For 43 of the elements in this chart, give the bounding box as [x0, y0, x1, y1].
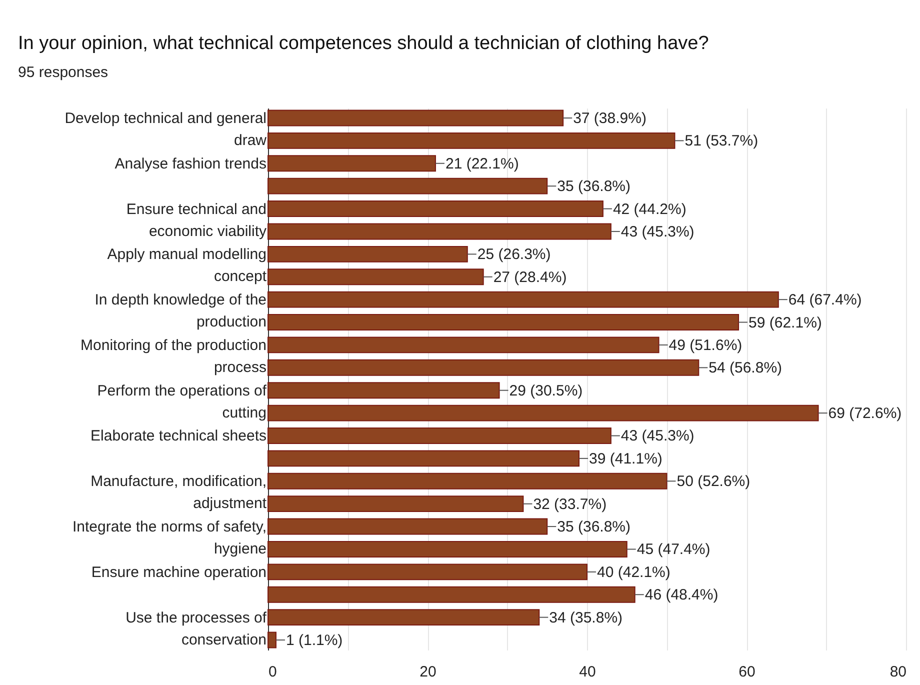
data-label: 54 (56.8%): [708, 360, 782, 377]
data-label: 69 (72.6%): [828, 405, 902, 422]
y-tick-label: In depth knowledge of the production: [94, 292, 266, 331]
data-label: 42 (44.2%): [612, 200, 686, 218]
data-label: 40 (42.1%): [597, 564, 670, 581]
y-tick-label: Elaborate technical sheets: [90, 428, 266, 445]
text: 95 responses: [18, 64, 108, 81]
data-label: 50 (52.6%): [676, 473, 750, 490]
data-label: 25 (26.3%): [477, 246, 551, 264]
data-label: 29 (30.5%): [509, 382, 583, 400]
x-tick-label: 80: [890, 664, 906, 680]
data-label: 35 (36.8%): [557, 178, 631, 196]
x-tick-label: 20: [420, 664, 436, 680]
data-label: 1 (1.1%): [286, 632, 343, 650]
data-label: 34 (35.8%): [549, 609, 623, 626]
y-tick-label: Manufacture, modification, adjustment: [90, 473, 268, 512]
data-label: 37 (38.9%): [573, 110, 646, 127]
x-tick-label: 0: [268, 664, 277, 680]
x-tick-label: 60: [738, 664, 756, 680]
x-tick-label: 40: [579, 664, 596, 680]
data-label: 39 (41.1%): [589, 450, 662, 468]
data-label: 32 (33.7%): [533, 496, 607, 513]
y-tick-label: Apply manual modelling concept: [107, 246, 268, 286]
data-label: 59 (62.1%): [748, 314, 822, 332]
chart-title: In your opinion, what technical competences should a technician of clothing have?: [18, 33, 709, 54]
y-tick-label: Use the processes of conservation: [126, 609, 268, 648]
data-label: 43 (45.3%): [620, 428, 694, 445]
y-tick-label: Analyse fashion trends: [114, 155, 266, 172]
data-label: 51 (53.7%): [684, 132, 758, 150]
y-tick-label: Ensure machine operation: [91, 564, 266, 581]
y-tick-label: Develop technical and general draw: [64, 110, 267, 149]
data-label: 46 (48.4%): [644, 586, 718, 604]
y-tick-label: Integrate the norms of safety, hygiene: [72, 518, 266, 558]
y-tick-label: Perform the operations of cutting: [97, 382, 268, 422]
data-label: 64 (67.4%): [788, 292, 862, 309]
data-label: 21 (22.1%): [445, 155, 519, 172]
data-label: 27 (28.4%): [493, 268, 567, 286]
y-tick-label: Ensure technical and economic viability: [126, 200, 267, 240]
data-label: 35 (36.8%): [557, 518, 631, 536]
data-label: 45 (47.4%): [636, 541, 710, 558]
data-label: 49 (51.6%): [668, 336, 742, 354]
data-label: 43 (45.3%): [620, 223, 694, 240]
y-tick-label: Monitoring of the production process: [80, 336, 266, 376]
